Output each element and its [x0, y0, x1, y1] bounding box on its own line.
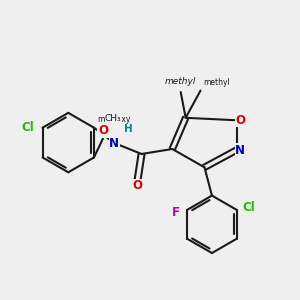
Text: methyl: methyl	[165, 77, 196, 86]
Text: methyl: methyl	[203, 78, 230, 87]
Text: Cl: Cl	[21, 121, 34, 134]
Text: O: O	[235, 114, 245, 127]
Text: CH₃: CH₃	[105, 114, 122, 123]
Text: O: O	[133, 179, 142, 192]
Text: F: F	[172, 206, 180, 219]
Text: methoxy: methoxy	[97, 115, 130, 124]
Text: H: H	[124, 124, 133, 134]
Text: Cl: Cl	[243, 201, 256, 214]
Text: N: N	[235, 143, 245, 157]
Text: N: N	[109, 136, 119, 150]
Text: O: O	[98, 124, 108, 137]
